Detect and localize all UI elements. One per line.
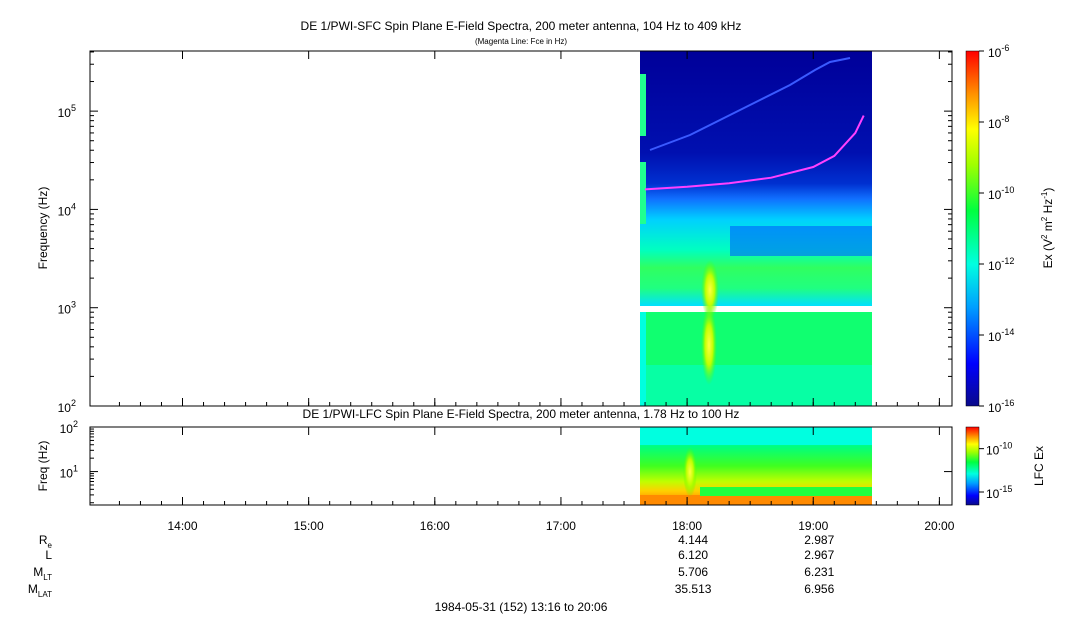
sfc-spectrogram [640,51,872,406]
ephemeris-value-1800: 35.513 [675,582,712,596]
x-tick-label: 17:00 [546,519,576,533]
sfc-colorbar-tick-label: 10-8 [988,114,1009,131]
lfc-colorbar-ticks: 10-10 10-15 [979,441,1012,501]
x-axis: 14:00 15:00 16:00 17:00 18:00 19:00 20:00 [118,51,955,533]
ephemeris-value-1800: 6.120 [678,548,708,562]
ephemeris-label: MLAT [28,582,52,599]
x-tick-label: 15:00 [294,519,324,533]
ephemeris-table: Re 4.144 2.987 L 6.120 2.967 MLT 5.706 6.231 MLAT… [28,533,835,599]
ephemeris-value-1900: 2.987 [804,533,834,547]
lfc-y-tick-label: 102 [60,419,78,436]
sfc-title: DE 1/PWI-SFC Spin Plane E-Field Spectra,… [301,19,742,33]
sfc-colorbar-label: Ex (V2 m2 Hz-1) [1040,188,1055,269]
sfc-burst-upper [701,260,719,320]
ephemeris-value-1800: 4.144 [678,533,708,547]
sfc-colorbar-tick-label: 10-14 [988,327,1014,344]
sfc-emission-line [649,57,851,151]
sfc-y-tick-label: 105 [58,103,76,120]
lfc-spectrogram [640,427,872,505]
lfc-y-label: Freq (Hz) [36,441,50,492]
sfc-colorbar-ticks: 10-6 10-8 10-10 10-12 10-14 10-16 [979,43,1014,415]
lfc-colorbar-label: LFC Ex [1032,446,1046,486]
lfc-y-axis: 101 102 [60,419,952,504]
sfc-upper-band [640,51,872,306]
sfc-y-tick-label: 104 [58,201,76,218]
x-tick-label: 19:00 [798,519,828,533]
ephemeris-label: L [45,548,52,562]
sfc-colorbar-tick-label: 10-6 [988,43,1009,60]
sfc-y-label: Frequency (Hz) [36,187,50,270]
ephemeris-value-1800: 5.706 [678,565,708,579]
fce-line [644,115,865,191]
lfc-colorbar-tick-label: 10-10 [986,441,1012,458]
x-tick-label: 20:00 [924,519,954,533]
ephemeris-label: MLT [33,565,52,582]
lfc-colorbar [965,426,980,506]
sfc-burst-lower [701,305,717,385]
lfc-title: DE 1/PWI-LFC Spin Plane E-Field Spectra,… [303,407,740,421]
sfc-colorbar-tick-label: 10-16 [988,398,1014,415]
fce-polyline [644,115,865,191]
sfc-y-axis: 102 103 104 105 [58,51,952,415]
ephemeris-value-1900: 6.956 [804,582,834,596]
x-tick-label: 18:00 [672,519,702,533]
lfc-frame [89,426,953,506]
sfc-y-tick-label: 102 [58,398,76,415]
ephemeris-value-1900: 2.967 [804,548,834,562]
sfc-frame [89,50,953,407]
sfc-y-tick-label: 103 [58,300,76,317]
x-tick-label: 14:00 [167,519,197,533]
x-tick-label: 16:00 [420,519,450,533]
ephemeris-label: Re [39,533,53,550]
date-range: 1984-05-31 (152) 13:16 to 20:06 [435,600,608,614]
sfc-subtitle: (Magenta Line: Fce in Hz) [475,37,567,46]
sfc-colorbar-tick-label: 10-10 [988,185,1014,202]
lfc-colorbar-tick-label: 10-15 [986,484,1012,501]
sfc-colorbar-tick-label: 10-12 [988,256,1014,273]
ephemeris-value-1900: 6.231 [804,565,834,579]
lfc-y-tick-label: 101 [60,464,78,481]
sfc-colorbar [965,50,980,407]
